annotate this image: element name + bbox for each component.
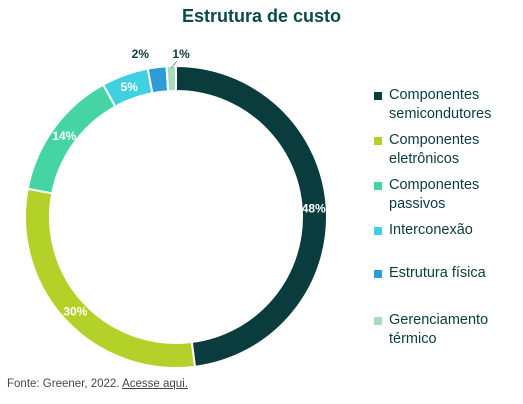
data-label-componentes-passivos: 14% [52, 129, 76, 143]
leader-line-gerenciamento-termico [170, 60, 178, 69]
legend-label: Componentes eletrônicos [389, 132, 480, 167]
slice-gerenciamento-termico [165, 64, 177, 93]
slice-componentes-semicondutores [175, 64, 328, 368]
slice-estrutura-fisica [146, 65, 170, 95]
source-link[interactable]: Acesse aqui. [122, 378, 188, 390]
legend-label: Componentes semicondutores [389, 87, 492, 122]
data-label-gerenciamento-termico: 1% [172, 47, 190, 61]
legend-label: Estrutura física [389, 265, 486, 281]
data-label-componentes-eletronicos: 30% [63, 304, 87, 318]
legend-swatch [374, 227, 382, 235]
legend-swatch [374, 317, 382, 325]
legend-swatch [374, 137, 382, 145]
source-note: Fonte: Greener, 2022. Acesse aqui. [7, 378, 188, 390]
legend-swatch [374, 92, 382, 100]
data-label-componentes-semicondutores: 48% [302, 201, 326, 215]
chart-title: Estrutura de custo [181, 6, 342, 26]
legend-label: Interconexão [389, 222, 473, 238]
legend-swatch [374, 182, 382, 190]
legend-label: Gerenciamento térmico [389, 312, 489, 347]
data-label-estrutura-fisica: 2% [132, 47, 150, 61]
slice-componentes-eletronicos [24, 187, 197, 369]
legend-swatch [374, 270, 382, 278]
source-text: Fonte: Greener, 2022. [7, 378, 120, 390]
data-label-interconexao: 5% [121, 80, 139, 94]
legend-label: Componentes passivos [389, 177, 480, 212]
